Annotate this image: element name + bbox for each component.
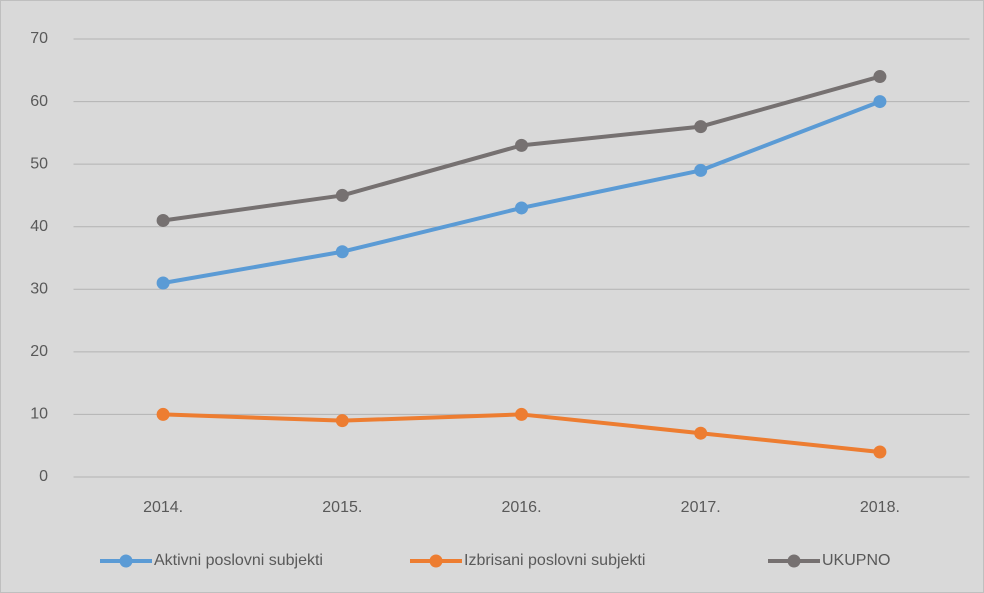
data-point [335,188,349,202]
y-tick-label: 60 [30,93,48,110]
x-tick-label: 2017. [681,499,721,516]
data-point [515,138,528,152]
y-tick-label: 50 [30,155,48,172]
data-point [156,276,170,290]
x-tick-label: 2016. [501,499,541,516]
y-tick-label: 30 [30,281,48,298]
data-point [515,407,528,421]
x-tick-label: 2018. [860,499,900,516]
data-point [335,245,349,259]
legend-marker [119,554,133,568]
data-point [873,95,887,109]
y-tick-label: 70 [30,30,48,47]
legend-label: UKUPNO [822,552,890,569]
data-point [156,213,170,227]
y-tick-label: 40 [30,218,48,235]
x-tick-label: 2014. [143,499,183,516]
x-tick-label: 2015. [322,499,362,516]
data-point [873,445,887,459]
data-point [335,414,349,428]
y-tick-label: 10 [30,406,48,423]
legend-label: Izbrisani poslovni subjekti [464,552,645,569]
data-point [156,407,170,421]
y-tick-label: 0 [39,468,48,485]
y-tick-label: 20 [30,343,48,360]
legend-marker [429,554,443,568]
legend-label: Aktivni poslovni subjekti [154,552,323,569]
data-point [873,70,887,84]
data-point [694,163,708,177]
data-point [694,120,708,134]
data-point [694,426,708,440]
legend-marker [787,554,801,568]
data-point [515,201,528,215]
